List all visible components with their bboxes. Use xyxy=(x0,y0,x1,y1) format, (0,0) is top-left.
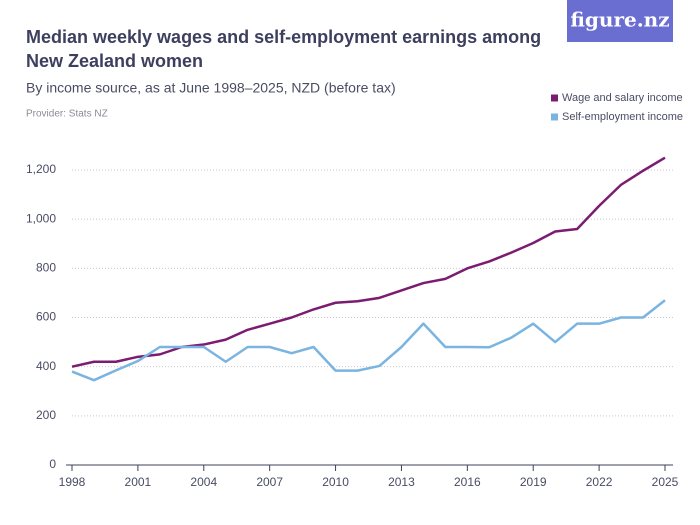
x-tick-label: 2019 xyxy=(520,475,547,489)
series-line xyxy=(71,156,666,368)
y-tick-label: 800 xyxy=(36,261,56,275)
y-tick-label: 600 xyxy=(36,310,56,324)
legend-swatch xyxy=(551,94,558,102)
y-tick-label: 1,200 xyxy=(26,162,56,176)
provider: Provider: Stats NZ xyxy=(26,109,108,120)
y-tick-label: 1,000 xyxy=(26,211,56,225)
x-tick-label: 2007 xyxy=(256,475,283,489)
legend-label: Self-employment income xyxy=(562,111,683,123)
x-tick-label: 2010 xyxy=(322,475,349,489)
x-tick-label: 2001 xyxy=(125,475,152,489)
legend-swatch xyxy=(551,113,558,121)
x-tick-label: 2016 xyxy=(454,475,481,489)
subtitle: By income source, as at June 1998–2025, … xyxy=(26,80,396,96)
legend-label: Wage and salary income xyxy=(562,92,683,104)
y-tick-label: 0 xyxy=(49,457,56,471)
chart-title: New Zealand women xyxy=(26,51,203,71)
y-tick-label: 200 xyxy=(36,408,56,422)
logo: figure.nz xyxy=(570,8,669,32)
x-tick-label: 1998 xyxy=(59,475,86,489)
x-tick-label: 2004 xyxy=(190,475,217,489)
logo-box xyxy=(567,0,673,42)
chart-title: Median weekly wages and self-employment … xyxy=(26,27,541,47)
x-tick-label: 2025 xyxy=(652,475,679,489)
series-line xyxy=(71,299,666,382)
y-tick-label: 400 xyxy=(36,359,56,373)
x-tick-label: 2013 xyxy=(388,475,415,489)
x-tick-label: 2022 xyxy=(586,475,613,489)
